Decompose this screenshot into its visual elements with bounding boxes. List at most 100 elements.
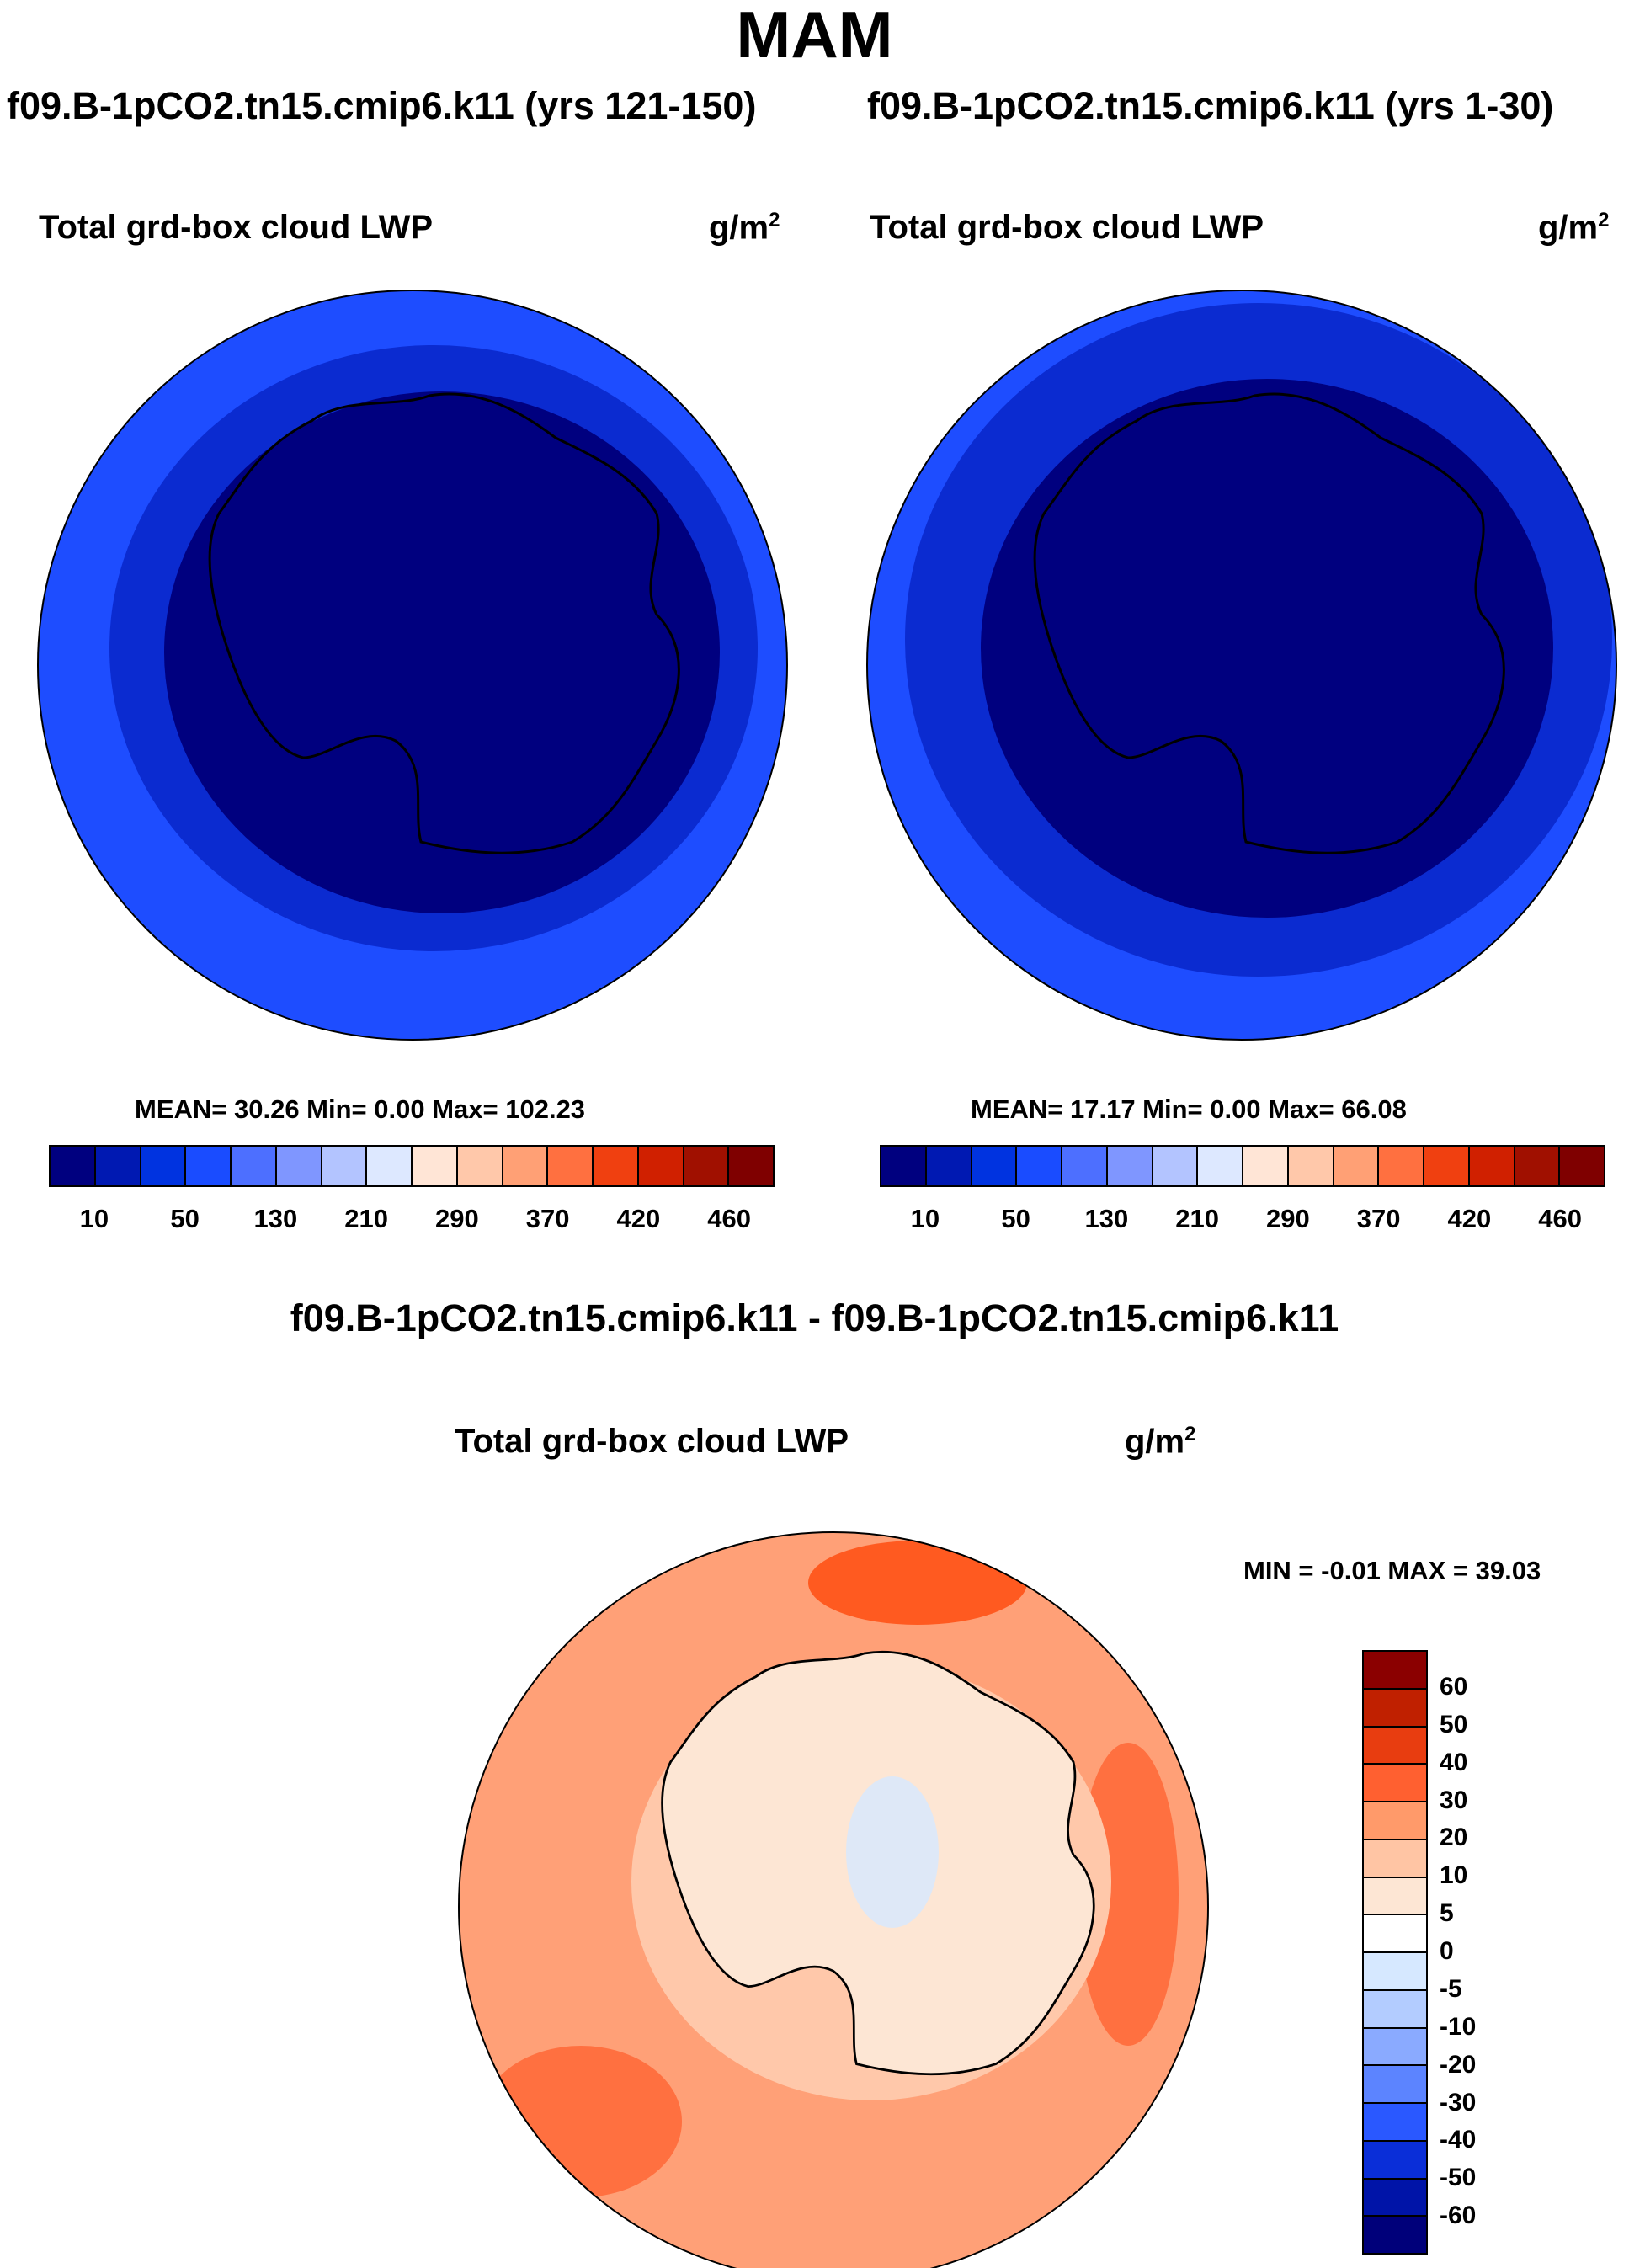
right-colorbar-cell bbox=[1017, 1147, 1062, 1185]
right-colorbar-tick-label: 210 bbox=[1175, 1204, 1219, 1233]
left-colorbar-cell bbox=[457, 1147, 503, 1185]
diff-colorbar-cell bbox=[1364, 1839, 1426, 1878]
left-colorbar-cell bbox=[548, 1147, 594, 1185]
diff-colorbar-cell bbox=[1364, 2066, 1426, 2104]
diff-map-max-patch-2 bbox=[808, 1541, 1027, 1625]
left-colorbar-cell bbox=[638, 1147, 684, 1185]
right-colorbar-cell bbox=[1062, 1147, 1108, 1185]
diff-var-title: Total grd-box cloud LWP bbox=[455, 1423, 849, 1460]
left-case-title: f09.B-1pCO2.tn15.cmip6.k11 (yrs 121-150) bbox=[7, 84, 757, 127]
diff-map bbox=[459, 1532, 1208, 2268]
diff-colorbar-tick-label: 0 bbox=[1440, 1937, 1454, 1965]
diff-colorbar-cell bbox=[1364, 2104, 1426, 2142]
diff-map-neg-patch bbox=[846, 1776, 939, 1928]
right-colorbar-tick-label: 50 bbox=[1001, 1204, 1030, 1233]
left-map-interior-level bbox=[164, 391, 720, 913]
right-colorbar-cell bbox=[1243, 1147, 1289, 1185]
right-colorbar-tick-label: 460 bbox=[1538, 1204, 1582, 1233]
right-case-title: f09.B-1pCO2.tn15.cmip6.k11 (yrs 1-30) bbox=[867, 84, 1554, 127]
diff-case-title: f09.B-1pCO2.tn15.cmip6.k11 - f09.B-1pCO2… bbox=[290, 1296, 1339, 1339]
diff-colorbar-cell bbox=[1364, 2179, 1426, 2217]
right-colorbar-cell bbox=[881, 1147, 927, 1185]
diff-colorbar-tick-label: -20 bbox=[1440, 2050, 1477, 2079]
right-map bbox=[867, 290, 1616, 1040]
diff-colorbar-tick-label: -5 bbox=[1440, 1974, 1462, 2003]
left-colorbar-cell bbox=[684, 1147, 730, 1185]
diff-colorbar bbox=[1362, 1650, 1428, 2255]
diff-colorbar-tick-label: 60 bbox=[1440, 1672, 1468, 1701]
left-colorbar-cell bbox=[729, 1147, 773, 1185]
right-colorbar-cell bbox=[1107, 1147, 1153, 1185]
diff-colorbar-cell bbox=[1364, 1652, 1426, 1690]
diff-colorbar-cell bbox=[1364, 1877, 1426, 1916]
left-colorbar-tick-label: 50 bbox=[170, 1204, 200, 1233]
left-colorbar-cell bbox=[322, 1147, 368, 1185]
left-colorbar-cell bbox=[367, 1147, 413, 1185]
right-map-border bbox=[866, 290, 1617, 1041]
left-colorbar-tick-label: 10 bbox=[79, 1204, 109, 1233]
left-colorbar-tick-label: 370 bbox=[525, 1204, 570, 1233]
diff-colorbar-cell bbox=[1364, 1915, 1426, 1953]
right-colorbar-cell bbox=[1288, 1147, 1334, 1185]
diff-colorbar-tick-label: -10 bbox=[1440, 2012, 1477, 2041]
diff-colorbar-cell bbox=[1364, 1802, 1426, 1840]
left-var-title: Total grd-box cloud LWP bbox=[39, 209, 434, 246]
left-colorbar-tick-label: 210 bbox=[344, 1204, 388, 1233]
left-colorbar-cell bbox=[51, 1147, 96, 1185]
right-colorbar-cell bbox=[1560, 1147, 1604, 1185]
left-colorbar-cell bbox=[141, 1147, 187, 1185]
diff-colorbar-cell bbox=[1364, 1689, 1426, 1728]
left-colorbar-cell bbox=[503, 1147, 549, 1185]
right-colorbar-tick-label: 420 bbox=[1447, 1204, 1492, 1233]
left-colorbar-tick-label: 420 bbox=[616, 1204, 661, 1233]
left-colorbar-tick-label: 460 bbox=[707, 1204, 751, 1233]
left-colorbar-cell bbox=[186, 1147, 232, 1185]
diff-colorbar-tick-label: -50 bbox=[1440, 2164, 1477, 2192]
diff-colorbar-cell bbox=[1364, 2217, 1426, 2253]
right-colorbar-cell bbox=[1379, 1147, 1424, 1185]
diff-colorbar-tick-label: 5 bbox=[1440, 1899, 1454, 1928]
left-map-border bbox=[37, 290, 788, 1041]
diff-colorbar-tick-label: 50 bbox=[1440, 1710, 1468, 1738]
right-colorbar-cell bbox=[1153, 1147, 1199, 1185]
diff-colorbar-cell bbox=[1364, 1953, 1426, 1991]
diff-map-border bbox=[458, 1531, 1209, 2268]
right-colorbar-cell bbox=[926, 1147, 972, 1185]
left-colorbar-cell bbox=[95, 1147, 141, 1185]
left-colorbar-cell bbox=[276, 1147, 322, 1185]
diff-colorbar-cell bbox=[1364, 2141, 1426, 2180]
diff-colorbar-cell bbox=[1364, 1765, 1426, 1802]
diff-colorbar-tick-label: -60 bbox=[1440, 2201, 1477, 2230]
right-colorbar-tick-label: 10 bbox=[910, 1204, 940, 1233]
right-stats: MEAN= 17.17 Min= 0.00 Max= 66.08 bbox=[971, 1094, 1407, 1124]
diff-colorbar-tick-label: 20 bbox=[1440, 1823, 1468, 1852]
diff-units: g/m2 bbox=[1125, 1423, 1196, 1461]
right-colorbar-tick-label: 290 bbox=[1266, 1204, 1310, 1233]
diff-colorbar-tick-label: 30 bbox=[1440, 1786, 1468, 1814]
left-colorbar-cell bbox=[232, 1147, 277, 1185]
diff-colorbar-tick-label: 10 bbox=[1440, 1861, 1468, 1890]
diff-colorbar-tick-label: 40 bbox=[1440, 1748, 1468, 1776]
right-colorbar-cell bbox=[972, 1147, 1018, 1185]
left-colorbar-tick-label: 130 bbox=[253, 1204, 298, 1233]
right-map-interior-level bbox=[981, 379, 1553, 918]
diff-colorbar-cell bbox=[1364, 1727, 1426, 1765]
diff-colorbar-tick-label: -30 bbox=[1440, 2088, 1477, 2116]
left-colorbar-tick-label: 290 bbox=[435, 1204, 479, 1233]
diff-colorbar-cell bbox=[1364, 1990, 1426, 2029]
figure-title: MAM bbox=[736, 0, 893, 72]
left-map bbox=[38, 290, 787, 1040]
left-units: g/m2 bbox=[709, 209, 780, 247]
diff-map-max-patch-3 bbox=[1078, 1743, 1179, 2046]
right-colorbar-tick-label: 370 bbox=[1356, 1204, 1401, 1233]
right-colorbar-cell bbox=[1515, 1147, 1561, 1185]
right-colorbar-tick-label: 130 bbox=[1084, 1204, 1129, 1233]
right-units: g/m2 bbox=[1538, 209, 1610, 247]
diff-stats: MIN = -0.01 MAX = 39.03 bbox=[1243, 1556, 1541, 1585]
diff-map-max-patch-1 bbox=[480, 2046, 682, 2197]
right-colorbar-cell bbox=[1334, 1147, 1380, 1185]
diff-colorbar-tick-label: -40 bbox=[1440, 2126, 1477, 2154]
left-colorbar bbox=[49, 1145, 775, 1187]
left-colorbar-cell bbox=[594, 1147, 639, 1185]
